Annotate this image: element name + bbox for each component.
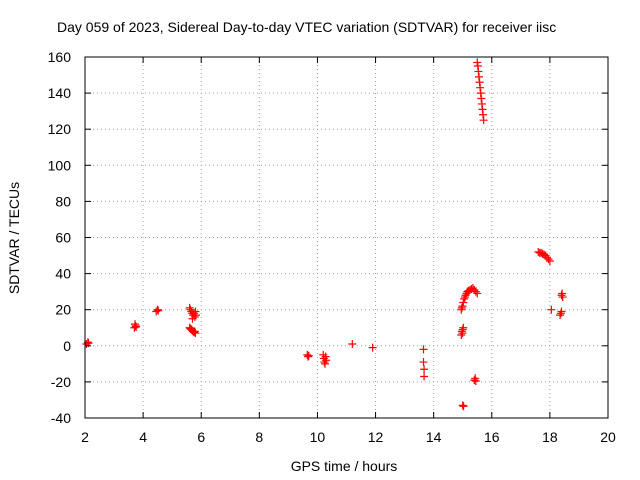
data-point-marker — [458, 401, 467, 410]
data-point-marker — [186, 305, 195, 314]
y-tick-label: 20 — [55, 302, 71, 318]
data-point-marker — [188, 314, 197, 323]
data-point-marker — [470, 376, 479, 385]
x-tick-label: 20 — [600, 429, 616, 445]
y-tick-label: 160 — [48, 49, 72, 65]
data-point-marker — [545, 256, 554, 265]
x-tick-label: 18 — [542, 429, 558, 445]
data-point-marker — [304, 351, 313, 360]
y-tick-label: 80 — [55, 193, 71, 209]
data-point-marker — [348, 339, 357, 348]
data-point-marker — [420, 365, 429, 374]
data-point-marker — [471, 287, 480, 296]
data-point-marker — [556, 311, 565, 320]
data-point-marker — [544, 255, 553, 264]
data-point-marker — [479, 116, 488, 125]
data-point-marker — [558, 293, 567, 302]
data-point-marker — [461, 291, 470, 300]
data-point-marker — [322, 356, 331, 365]
y-tick-label: 120 — [48, 121, 72, 137]
data-point-marker — [420, 372, 429, 381]
data-point-marker — [82, 339, 91, 348]
x-tick-labels: 2 4 6 8 10 12 14 16 18 20 — [81, 429, 616, 445]
x-tick-label: 8 — [255, 429, 263, 445]
data-point-marker — [458, 302, 467, 311]
data-point-marker — [473, 289, 482, 298]
data-point-marker — [185, 303, 194, 312]
y-tick-label: 140 — [48, 85, 72, 101]
data-point-marker — [459, 298, 468, 307]
x-tick-label: 12 — [368, 429, 384, 445]
axis-ticks — [84, 56, 609, 419]
data-point-marker — [191, 329, 200, 338]
data-point-marker — [368, 343, 377, 352]
data-point-marker — [189, 309, 198, 318]
data-point-marker — [557, 307, 566, 316]
data-point-marker — [191, 311, 200, 320]
data-point-marker — [547, 305, 556, 314]
y-tick-label: 60 — [55, 230, 71, 246]
data-points — [82, 58, 567, 411]
data-point-marker — [132, 322, 141, 331]
data-point-marker — [471, 376, 480, 385]
grid — [85, 57, 608, 418]
data-point-marker — [152, 307, 161, 316]
data-point-marker — [189, 328, 198, 337]
x-tick-label: 16 — [484, 429, 500, 445]
x-tick-label: 6 — [197, 429, 205, 445]
data-point-marker — [303, 350, 312, 359]
data-point-marker — [419, 345, 428, 354]
x-tick-label: 10 — [310, 429, 326, 445]
data-point-marker — [459, 402, 468, 411]
x-tick-label: 4 — [139, 429, 147, 445]
x-tick-label: 2 — [81, 429, 89, 445]
y-tick-label: -20 — [51, 374, 71, 390]
x-tick-label: 14 — [426, 429, 442, 445]
y-axis-title: SDTVAR / TECUs — [6, 182, 22, 294]
data-point-marker — [460, 294, 469, 303]
chart-title: Day 059 of 2023, Sidereal Day-to-day VTE… — [57, 19, 556, 35]
data-point-marker — [419, 358, 428, 367]
data-point-marker — [459, 323, 468, 332]
data-point-marker — [320, 359, 329, 368]
x-axis-title: GPS time / hours — [291, 458, 398, 474]
data-point-marker — [154, 306, 163, 315]
y-tick-label: 100 — [48, 157, 72, 173]
y-tick-labels: -40 -20 0 20 40 60 80 100 120 140 160 — [48, 49, 72, 426]
y-tick-label: 0 — [63, 338, 71, 354]
y-tick-label: 40 — [55, 266, 71, 282]
y-tick-label: -40 — [51, 410, 71, 426]
